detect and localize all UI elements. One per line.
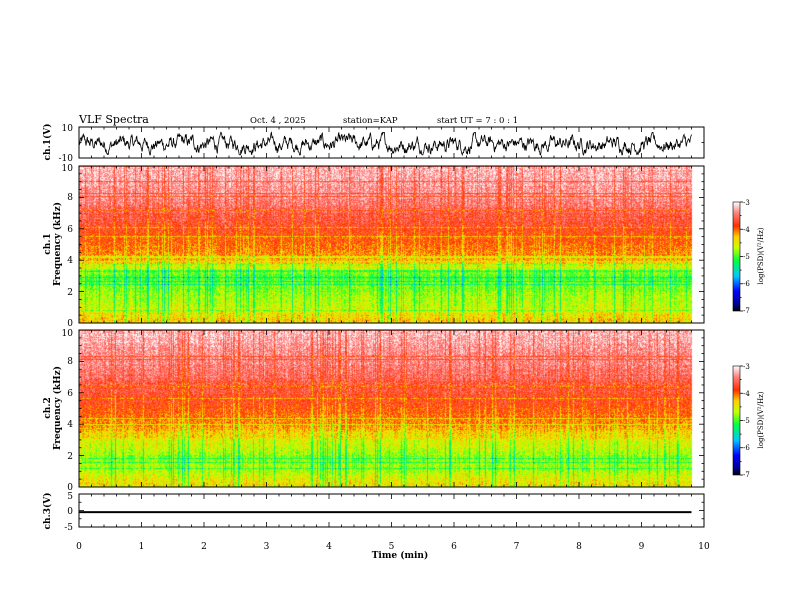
figure-title: VLF Spectra	[78, 113, 149, 126]
ch3-ytick-label: 0	[67, 507, 73, 517]
ch1-freq-tick-label: 10	[62, 164, 74, 174]
ch1-waveform-panel: 10 -10 ch.1(V)	[42, 124, 705, 164]
time-tick-label: 5	[389, 542, 395, 552]
ch1-colorbar-tick-label: -7	[743, 307, 750, 315]
ch2-spectrogram-ylabel-channel: ch.2	[43, 397, 53, 418]
ch1-colorbar-tick-label: -6	[743, 280, 750, 288]
time-tick-label: 2	[201, 542, 207, 552]
time-tick-label: 8	[576, 542, 582, 552]
ch1-freq-tick-label: 6	[67, 225, 73, 235]
ch2-colorbar-tick-label: -6	[743, 444, 750, 452]
ch1-colorbar-tick-label: -5	[743, 253, 750, 261]
ch1-ticks	[78, 126, 705, 159]
ch1-colorbar-tick-label: -4	[743, 226, 750, 234]
ch2-colorbar-label: log(PSD)(V²/Hz)	[757, 391, 765, 448]
ch2-spectrogram-ticks	[78, 329, 705, 488]
ch1-spectrogram-image	[79, 166, 704, 323]
ch1-ylabel: ch.1(V)	[42, 124, 53, 161]
ch1-ytick-label: -10	[59, 154, 74, 164]
ch3-ylabel: ch.3(V)	[42, 493, 53, 530]
ch2-freq-tick-label: 4	[67, 420, 73, 430]
time-tick-label: 1	[139, 542, 145, 552]
figure-header: VLF Spectra Oct. 4 , 2025 station=KAP st…	[78, 113, 518, 126]
time-tick-label: 9	[639, 542, 645, 552]
ch3-trace	[79, 511, 692, 514]
ch1-colorbar	[732, 201, 741, 312]
ch2-freq-tick-label: 6	[67, 389, 73, 399]
station-label: station=KAP	[343, 116, 398, 126]
ch2-colorbar-tick-label: -7	[743, 471, 750, 479]
ch2-freq-tick-label: 0	[67, 483, 73, 493]
ch2-freq-tick-label: 8	[67, 357, 73, 367]
date-label: Oct. 4 , 2025	[250, 116, 306, 126]
time-tick-label: 3	[264, 542, 270, 552]
ch2-colorbar-tick-label: -3	[743, 363, 750, 371]
time-axis-title: Time (min)	[372, 550, 429, 561]
ch2-colorbar	[732, 365, 741, 476]
ch1-freq-tick-label: 0	[67, 319, 73, 329]
ch1-spectrogram-ticks	[78, 165, 705, 324]
time-tick-label: 6	[451, 542, 457, 552]
ch1-freq-tick-label: 2	[67, 288, 73, 298]
ch3-waveform-panel: 5 0 -5 ch.3(V)	[42, 492, 705, 533]
ch2-colorbar-tick-label: -5	[743, 417, 750, 425]
ch1-colorbar-label: log(PSD)(V²/Hz)	[757, 227, 765, 284]
ch1-colorbar-ticks	[740, 201, 743, 312]
ch3-ticks	[78, 493, 705, 528]
ch2-spectrogram-image	[79, 330, 704, 487]
ch1-spectrogram-ylabel-frequency: Frequency (kHz)	[52, 202, 63, 286]
ch2-colorbar-tick-label: -4	[743, 390, 750, 398]
ch2-freq-tick-label: 2	[67, 452, 73, 462]
ch2-colorbar-ticks	[740, 365, 743, 476]
ch1-spectrogram-ylabel-channel: ch.1	[43, 233, 53, 254]
ch2-spectrogram-ylabel-frequency: Frequency (kHz)	[52, 366, 63, 450]
time-tick-label: 0	[76, 542, 82, 552]
time-tick-label: 4	[326, 542, 332, 552]
ch3-ytick-label: 5	[67, 492, 73, 502]
ch1-freq-tick-label: 4	[67, 256, 73, 266]
ch3-ytick-label: -5	[64, 523, 73, 533]
ch1-colorbar-tick-label: -3	[743, 199, 750, 207]
ch1-ytick-label: 10	[62, 124, 74, 134]
time-tick-label: 10	[698, 542, 710, 552]
time-axis: 0 1 2 3 4 5 6 7 8 9 10 Time (min)	[76, 542, 710, 561]
ch2-spectrogram-panel: 0 2 4 6 8 10 ch.2 Frequency (kHz) -3 -4 …	[43, 329, 765, 493]
time-tick-label: 7	[514, 542, 520, 552]
ch2-freq-tick-label: 10	[62, 329, 74, 339]
start-ut-label: start UT = 7 : 0 : 1	[437, 116, 518, 126]
ch1-trace	[78, 131, 692, 157]
ch1-spectrogram-panel: 0 2 4 6 8 10 ch.1 Frequency (kHz) -3 -4 …	[43, 164, 765, 329]
ch1-freq-tick-label: 8	[67, 193, 73, 203]
